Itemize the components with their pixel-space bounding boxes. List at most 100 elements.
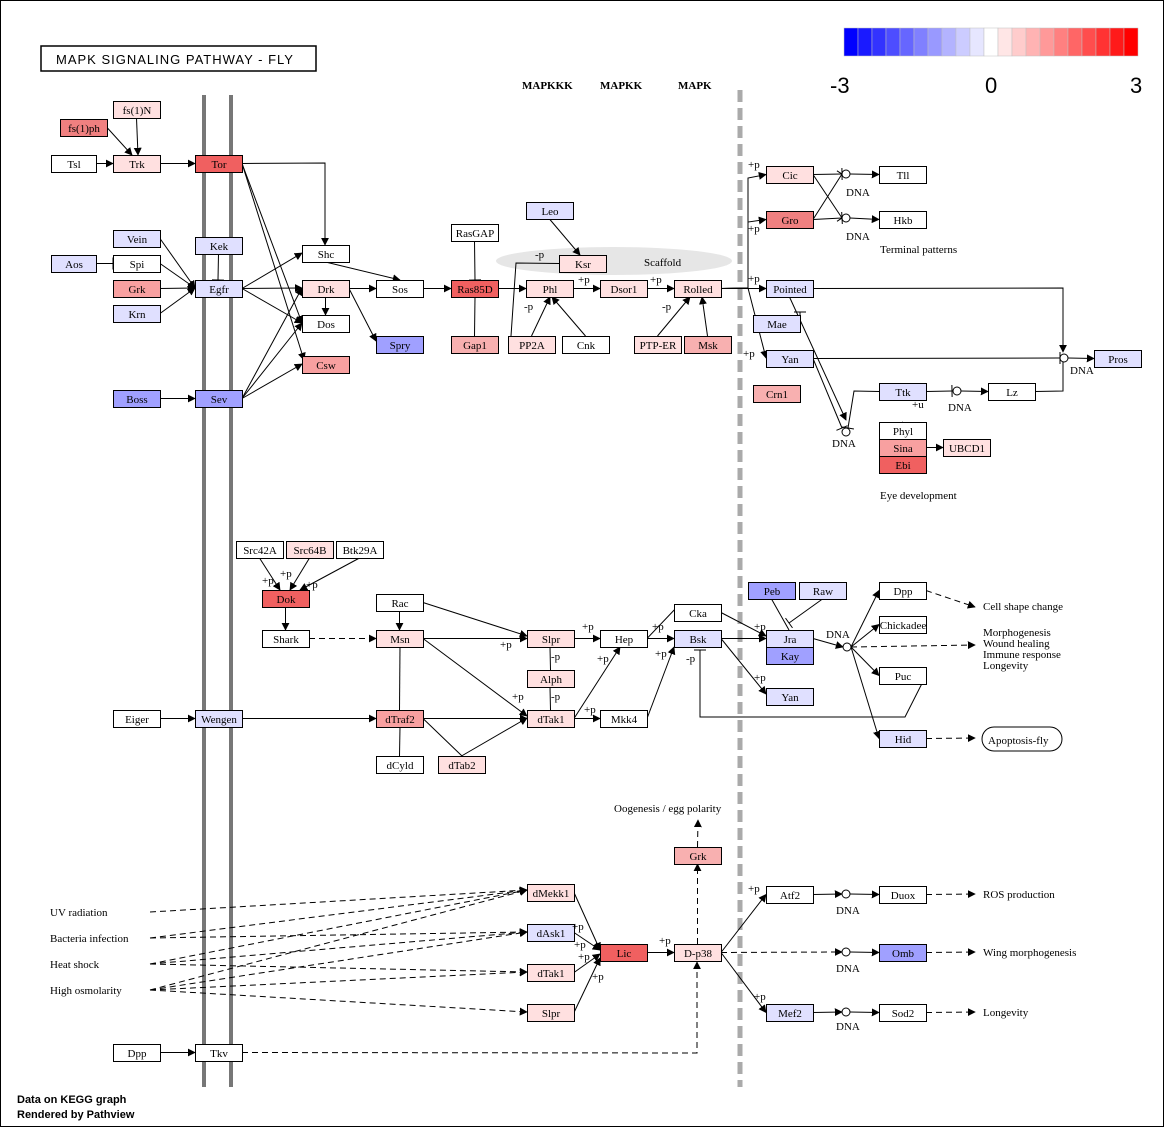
- gene-node-ubcd1[interactable]: UBCD1: [944, 440, 991, 457]
- gene-node-sina[interactable]: Sina: [880, 440, 927, 457]
- gene-node-sev[interactable]: Sev: [196, 391, 243, 408]
- gene-node-kay[interactable]: Kay: [767, 648, 814, 665]
- gene-node-pointed[interactable]: Pointed: [767, 281, 814, 298]
- gene-node-label: dTak1: [537, 968, 564, 980]
- gene-node-sod2[interactable]: Sod2: [880, 1005, 927, 1022]
- gene-node-shc[interactable]: Shc: [303, 246, 350, 263]
- gene-node-egfr[interactable]: Egfr: [196, 281, 243, 298]
- gene-node-ras85d[interactable]: Ras85D: [452, 281, 499, 298]
- gene-node-omb[interactable]: Omb: [880, 945, 927, 962]
- gene-node-peb[interactable]: Peb: [749, 583, 796, 600]
- gene-node-wengen[interactable]: Wengen: [196, 711, 243, 728]
- gene-node-vein[interactable]: Vein: [114, 231, 161, 248]
- annotation-dna: DNA: [948, 402, 972, 414]
- gene-node-dmekk1[interactable]: dMekk1: [528, 885, 575, 902]
- gene-node-leo[interactable]: Leo: [527, 203, 574, 220]
- gene-node-mef2[interactable]: Mef2: [767, 1005, 814, 1022]
- gene-node-cka[interactable]: Cka: [675, 605, 722, 622]
- gene-node-drk[interactable]: Drk: [303, 281, 350, 298]
- gene-node-gap1[interactable]: Gap1: [452, 337, 499, 354]
- gene-node-label: Dok: [277, 594, 296, 606]
- gene-node-dtab2[interactable]: dTab2: [439, 757, 486, 774]
- dna-node: [843, 643, 851, 651]
- edge: [772, 599, 790, 630]
- gene-node-ksr[interactable]: Ksr: [560, 256, 607, 273]
- gene-node-crn1[interactable]: Crn1: [754, 386, 801, 403]
- gene-node-tll[interactable]: Tll: [880, 167, 927, 184]
- gene-node-btk29a[interactable]: Btk29A: [337, 542, 384, 559]
- gene-node-dok[interactable]: Dok: [263, 591, 310, 608]
- gene-node-hid[interactable]: Hid: [880, 731, 927, 748]
- gene-node-spry[interactable]: Spry: [377, 337, 424, 354]
- gene-node-ptper[interactable]: PTP-ER: [635, 337, 682, 354]
- gene-node-boss[interactable]: Boss: [114, 391, 161, 408]
- label-heat: Heat shock: [50, 959, 100, 971]
- gene-node-puc[interactable]: Puc: [880, 668, 927, 685]
- gene-node-dcyld[interactable]: dCyld: [377, 757, 424, 774]
- gene-node-phyl[interactable]: Phyl: [880, 423, 927, 440]
- gene-node-lic[interactable]: Lic: [601, 945, 648, 962]
- gene-node-rasgap[interactable]: RasGAP: [452, 225, 499, 242]
- gene-node-pros[interactable]: Pros: [1095, 351, 1142, 368]
- gene-node-dpp2[interactable]: Dpp: [114, 1045, 161, 1062]
- gene-node-alph[interactable]: Alph: [528, 671, 575, 688]
- gene-node-src42a[interactable]: Src42A: [237, 542, 284, 559]
- gene-node-bsk[interactable]: Bsk: [675, 631, 722, 648]
- annotation-dna: DNA: [836, 1021, 860, 1033]
- gene-node-pp2a[interactable]: PP2A: [509, 337, 556, 354]
- gene-node-dtraf2[interactable]: dTraf2: [377, 711, 424, 728]
- gene-node-mae[interactable]: Mae: [754, 316, 801, 333]
- gene-node-grk1[interactable]: Grk: [114, 281, 161, 298]
- gene-node-dpp1[interactable]: Dpp: [880, 583, 927, 600]
- gene-node-sos[interactable]: Sos: [377, 281, 424, 298]
- gene-node-trk[interactable]: Trk: [114, 156, 161, 173]
- gene-node-raw[interactable]: Raw: [800, 583, 847, 600]
- gene-node-dos[interactable]: Dos: [303, 316, 350, 333]
- gene-node-dtak1b[interactable]: dTak1: [528, 965, 575, 982]
- gene-node-rac[interactable]: Rac: [377, 595, 424, 612]
- gene-node-dtak1a[interactable]: dTak1: [528, 711, 575, 728]
- gene-node-src64b[interactable]: Src64B: [287, 542, 334, 559]
- gene-node-fs1ph[interactable]: fs(1)ph: [61, 120, 108, 137]
- annotation-dna: DNA: [1070, 365, 1094, 377]
- gene-node-tor[interactable]: Tor: [196, 156, 243, 173]
- gene-node-label: Slpr: [542, 634, 561, 646]
- gene-node-lz[interactable]: Lz: [989, 384, 1036, 401]
- gene-node-tsl[interactable]: Tsl: [52, 156, 97, 173]
- gene-node-dsor1[interactable]: Dsor1: [601, 281, 648, 298]
- gene-node-jra[interactable]: Jra: [767, 631, 814, 648]
- gene-node-hep[interactable]: Hep: [601, 631, 648, 648]
- gene-node-label: Rac: [391, 598, 408, 610]
- gene-node-fs1n[interactable]: fs(1)N: [114, 102, 161, 119]
- gene-node-duox[interactable]: Duox: [880, 887, 927, 904]
- gene-node-dask1[interactable]: dAsk1: [528, 925, 575, 942]
- gene-node-spi[interactable]: Spi: [114, 256, 161, 273]
- gene-node-gro[interactable]: Gro: [767, 212, 814, 229]
- gene-node-krn[interactable]: Krn: [114, 306, 161, 323]
- gene-node-chickadee[interactable]: Chickadee: [880, 617, 927, 634]
- gene-node-rolled[interactable]: Rolled: [675, 281, 722, 298]
- gene-node-slpr2[interactable]: Slpr: [528, 1005, 575, 1022]
- gene-node-yan2[interactable]: Yan: [767, 689, 814, 706]
- gene-node-phl[interactable]: Phl: [527, 281, 574, 298]
- gene-node-msk[interactable]: Msk: [685, 337, 732, 354]
- gene-node-atf2[interactable]: Atf2: [767, 887, 814, 904]
- gene-node-eiger[interactable]: Eiger: [114, 711, 161, 728]
- gene-node-slpr1[interactable]: Slpr: [528, 631, 575, 648]
- gene-node-hkb[interactable]: Hkb: [880, 212, 927, 229]
- gene-node-ttk[interactable]: Ttk: [880, 384, 927, 401]
- gene-node-grk2[interactable]: Grk: [675, 848, 722, 865]
- gene-node-ebi[interactable]: Ebi: [880, 457, 927, 474]
- gene-node-csw[interactable]: Csw: [303, 357, 350, 374]
- gene-node-shark[interactable]: Shark: [263, 631, 310, 648]
- gene-node-label: Egfr: [209, 284, 229, 296]
- gene-node-msn[interactable]: Msn: [377, 631, 424, 648]
- gene-node-cnk[interactable]: Cnk: [563, 337, 610, 354]
- gene-node-cic[interactable]: Cic: [767, 167, 814, 184]
- gene-node-aos[interactable]: Aos: [52, 256, 97, 273]
- gene-node-mkk4[interactable]: Mkk4: [601, 711, 648, 728]
- gene-node-tkv[interactable]: Tkv: [196, 1045, 243, 1062]
- gene-node-yan1[interactable]: Yan: [767, 351, 814, 368]
- gene-node-dp38[interactable]: D-p38: [675, 945, 722, 962]
- gene-node-kek[interactable]: Kek: [196, 238, 243, 255]
